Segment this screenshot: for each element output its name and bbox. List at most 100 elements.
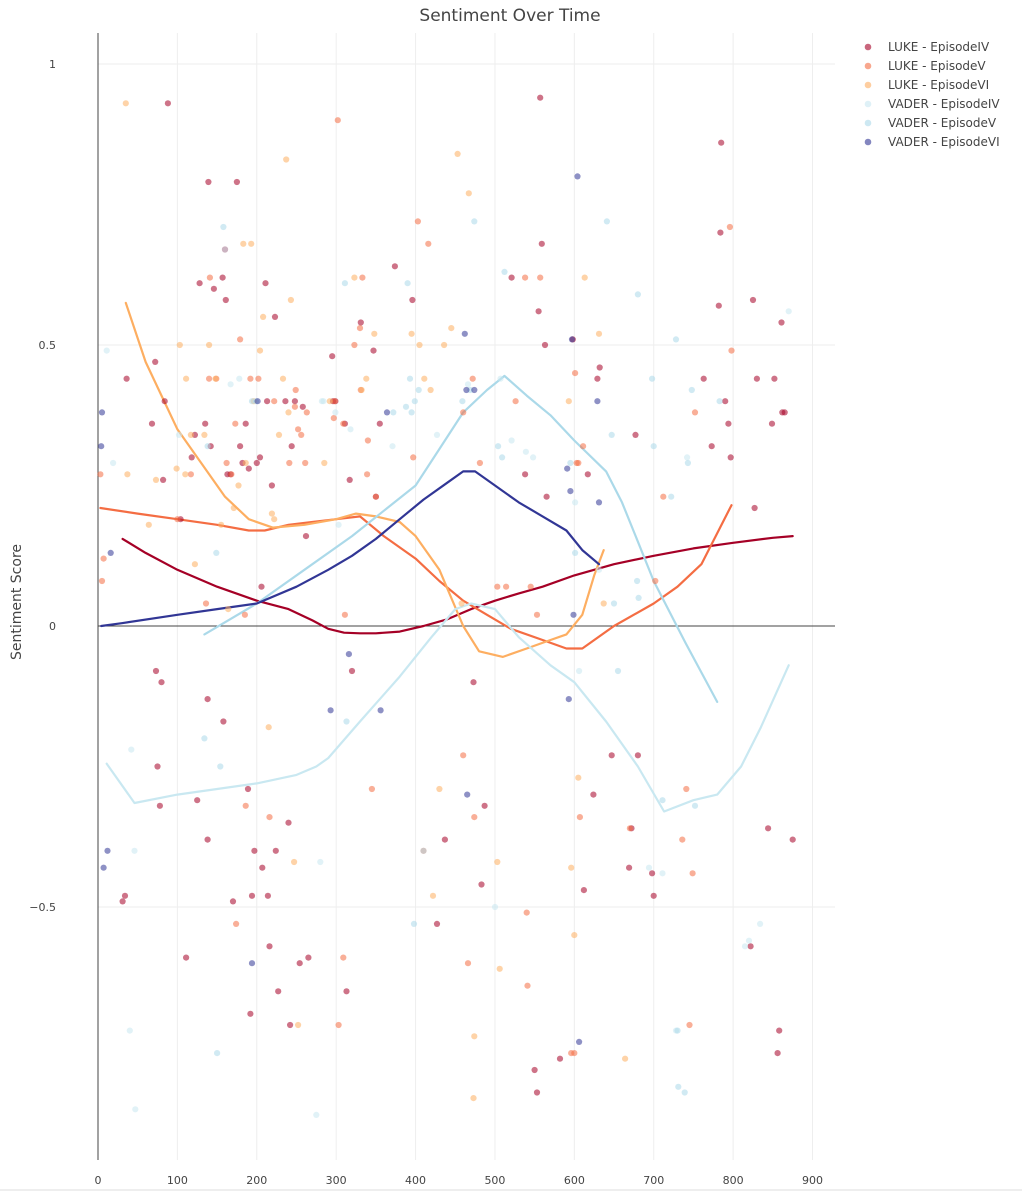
- data-point: [264, 892, 271, 899]
- data-point: [287, 296, 294, 304]
- data-point: [235, 482, 242, 489]
- data-point: [390, 409, 397, 416]
- data-point: [410, 454, 417, 461]
- data-point: [97, 471, 104, 478]
- data-point: [341, 611, 348, 618]
- data-point: [330, 415, 337, 422]
- data-point: [459, 398, 466, 405]
- data-point: [255, 375, 262, 382]
- data-point: [158, 679, 165, 686]
- data-point: [173, 465, 180, 472]
- data-point: [508, 274, 515, 281]
- data-point: [214, 1050, 221, 1057]
- data-point: [745, 937, 753, 944]
- data-point: [537, 274, 544, 281]
- data-point: [218, 521, 225, 528]
- data-point: [572, 549, 579, 557]
- data-point: [152, 667, 160, 675]
- legend-marker: [864, 81, 872, 89]
- data-point: [262, 280, 269, 287]
- data-point: [191, 561, 198, 568]
- data-point: [212, 375, 219, 382]
- data-point: [568, 336, 576, 343]
- data-point: [408, 330, 415, 337]
- data-point: [581, 274, 588, 281]
- data-point: [268, 510, 275, 517]
- data-point: [595, 330, 603, 337]
- x-tick-label: 200: [246, 1174, 267, 1187]
- data-point: [461, 330, 468, 337]
- data-point: [691, 409, 699, 416]
- data-point: [340, 954, 347, 961]
- data-point: [364, 471, 371, 478]
- data-point: [370, 347, 377, 354]
- data-point: [188, 454, 195, 461]
- data-point: [220, 223, 227, 231]
- data-point: [128, 746, 135, 753]
- data-point: [458, 600, 465, 607]
- data-point: [285, 409, 292, 416]
- data-point: [463, 386, 470, 394]
- data-point: [421, 375, 428, 382]
- data-point: [303, 409, 310, 416]
- data-point: [335, 1021, 342, 1029]
- data-point: [491, 903, 499, 911]
- data-point: [531, 1066, 538, 1074]
- data-point: [326, 398, 333, 405]
- data-point: [268, 482, 275, 489]
- data-point: [313, 1111, 320, 1118]
- trend-line: [100, 470, 601, 628]
- data-point: [512, 398, 519, 405]
- data-point: [574, 173, 581, 180]
- x-tick-label: 700: [643, 1174, 664, 1187]
- data-point: [608, 431, 615, 438]
- data-point: [659, 870, 666, 877]
- data-point: [98, 443, 105, 450]
- data-point: [332, 409, 339, 416]
- data-point: [660, 493, 667, 500]
- data-point: [414, 218, 421, 225]
- data-point: [206, 375, 213, 382]
- data-point: [389, 443, 396, 450]
- data-point: [584, 471, 591, 478]
- data-point: [538, 240, 545, 247]
- data-point: [282, 398, 289, 405]
- data-point: [681, 1089, 688, 1096]
- data-point: [688, 386, 695, 394]
- data-point: [402, 403, 410, 410]
- data-point: [275, 431, 283, 438]
- data-point: [594, 398, 601, 405]
- data-point: [571, 932, 578, 939]
- data-point: [241, 611, 248, 618]
- data-point: [201, 431, 208, 438]
- data-point: [471, 1033, 478, 1040]
- data-point: [232, 420, 239, 427]
- data-point: [253, 459, 260, 467]
- data-point: [302, 459, 309, 467]
- trend-line: [99, 504, 733, 650]
- y-tick-label: 0: [49, 620, 56, 633]
- data-point: [376, 420, 383, 427]
- data-point: [237, 336, 244, 343]
- data-point: [98, 409, 106, 416]
- data-point: [242, 802, 249, 809]
- x-tick-label: 800: [723, 1174, 744, 1187]
- data-point: [317, 858, 324, 866]
- data-point: [272, 847, 279, 854]
- data-point: [433, 920, 441, 928]
- data-point: [590, 791, 597, 798]
- data-point: [460, 409, 467, 416]
- data-point: [383, 409, 391, 416]
- data-point: [131, 847, 138, 854]
- data-point: [121, 892, 129, 899]
- data-point: [258, 583, 265, 590]
- legend-label: VADER - EpisodeVI: [888, 135, 1000, 149]
- y-tick-label: 1: [49, 58, 56, 71]
- data-point: [575, 459, 582, 467]
- data-point: [433, 431, 441, 438]
- data-point: [363, 375, 370, 382]
- data-point: [98, 577, 106, 585]
- data-point: [781, 409, 788, 416]
- data-point: [471, 386, 478, 394]
- data-point: [204, 696, 211, 703]
